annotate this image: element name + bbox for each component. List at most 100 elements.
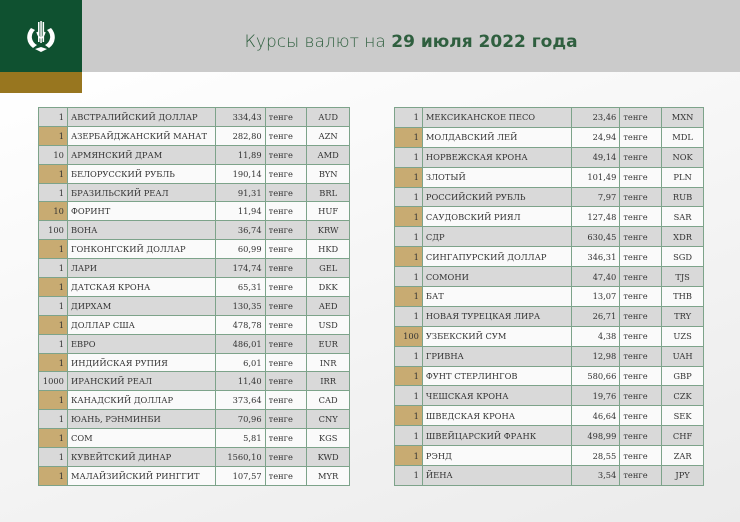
nominal: 1 [394,365,423,387]
rate-value: 65,31 [214,277,266,297]
currency-name: АРМЯНСКИЙ ДРАМ [66,144,216,165]
unit: тенге [264,107,308,127]
currency-name: РОССИЙСКИЙ РУБЛЬ [421,186,572,208]
currency-name: ГОНКОНГСКИЙ ДОЛЛАР [66,239,216,260]
rate-value: 19,76 [570,385,621,407]
nominal: 1 [394,425,423,447]
currency-code: UZS [661,325,704,347]
rate-value: 127,48 [570,206,621,228]
rate-value: 11,89 [214,144,266,165]
rate-value: 346,31 [570,246,621,268]
rate-value: 11,40 [214,371,266,392]
unit: тенге [619,206,663,228]
nominal: 1 [38,125,68,146]
nominal: 1 [38,409,68,430]
nominal: 1 [394,405,423,427]
rate-value: 28,55 [570,445,621,467]
currency-code: TRY [661,305,704,327]
currency-code: CZK [661,385,704,407]
unit: тенге [619,266,663,288]
rate-value: 1560,10 [214,447,266,467]
currency-code: JPY [661,465,704,486]
nominal: 1 [394,186,423,208]
currency-name: ЗЛОТЫЙ [421,166,572,188]
rate-row: 1 ГОНКОНГСКИЙ ДОЛЛАР 60,99 тенге HKD [38,239,350,260]
currency-code: RUB [661,186,704,208]
title-date: 29 июля 2022 года [391,32,578,52]
nominal: 1 [394,246,423,268]
nominal: 1 [38,163,68,184]
currency-code: BYN [306,163,350,184]
rate-row: 1 АЗЕРБАЙДЖАНСКИЙ МАНАТ 282,80 тенге AZN [38,125,350,146]
unit: тенге [264,352,308,373]
currency-code: XDR [661,226,704,248]
rate-value: 580,66 [570,365,621,387]
rate-value: 12,98 [570,345,621,367]
unit: тенге [619,325,663,347]
currency-code: GEL [306,258,350,279]
rate-value: 282,80 [214,125,266,146]
currency-code: MXN [661,107,704,128]
currency-code: HUF [306,201,350,222]
currency-code: CAD [306,390,350,411]
rate-row: 1 ГРИВНА 12,98 тенге UAH [394,345,704,367]
nominal: 1000 [38,371,68,392]
unit: тенге [264,239,308,260]
gold-accent [0,72,82,93]
nominal: 1 [38,352,68,373]
unit: тенге [619,146,663,168]
nominal: 1 [394,166,423,188]
nominal: 1 [38,314,68,335]
nominal: 1 [38,333,68,354]
unit: тенге [619,445,663,467]
currency-name: СИНГАПУРСКИЙ ДОЛЛАР [421,246,572,268]
currency-name: СОМ [66,428,216,449]
rate-value: 334,43 [214,107,266,127]
rate-value: 24,94 [570,126,621,148]
rate-row: 1 ШВЕЙЦАРСКИЙ ФРАНК 498,99 тенге CHF [394,425,704,447]
rate-row: 100 ВОНА 36,74 тенге KRW [38,220,350,241]
nominal: 1 [394,107,423,128]
currency-name: МАЛАЙЗИЙСКИЙ РИНГГИТ [66,465,216,486]
unit: тенге [619,186,663,208]
unit: тенге [619,166,663,188]
unit: тенге [264,295,308,316]
rate-value: 46,64 [570,405,621,427]
rate-value: 190,14 [214,163,266,184]
currency-code: USD [306,314,350,335]
currency-code: SEK [661,405,704,427]
currency-code: NOK [661,146,704,168]
currency-code: ZAR [661,445,704,467]
rate-value: 70,96 [214,409,266,430]
rate-value: 49,14 [570,146,621,168]
rate-value: 11,94 [214,201,266,222]
rate-row: 10 ФОРИНТ 11,94 тенге HUF [38,201,350,222]
rate-row: 1 СИНГАПУРСКИЙ ДОЛЛАР 346,31 тенге SGD [394,246,704,268]
currency-code: KGS [306,428,350,449]
nominal: 1 [394,305,423,327]
rate-value: 486,01 [214,333,266,354]
page-title: Курсы валют на 29 июля 2022 года [82,32,740,52]
currency-code: UAH [661,345,704,367]
rate-row: 1 ИНДИЙСКАЯ РУПИЯ 6,01 тенге INR [38,352,350,373]
nominal: 1 [38,295,68,316]
currency-name: ЮАНЬ, РЭНМИНБИ [66,409,216,430]
unit: тенге [619,286,663,307]
rate-value: 101,49 [570,166,621,188]
rate-value: 630,45 [570,226,621,248]
unit: тенге [619,365,663,387]
currency-code: HKD [306,239,350,260]
rate-row: 10 АРМЯНСКИЙ ДРАМ 11,89 тенге AMD [38,144,350,165]
rate-value: 4,38 [570,325,621,347]
rate-row: 1 РОССИЙСКИЙ РУБЛЬ 7,97 тенге RUB [394,186,704,208]
unit: тенге [264,144,308,165]
currency-code: SAR [661,206,704,228]
currency-code: GBP [661,365,704,387]
unit: тенге [264,182,308,203]
rate-value: 478,78 [214,314,266,335]
rate-row: 1 СОМ 5,81 тенге KGS [38,428,350,449]
rate-row: 1 НОРВЕЖСКАЯ КРОНА 49,14 тенге NOK [394,146,704,168]
rate-value: 6,01 [214,352,266,373]
rate-value: 13,07 [570,286,621,307]
currency-code: CNY [306,409,350,430]
